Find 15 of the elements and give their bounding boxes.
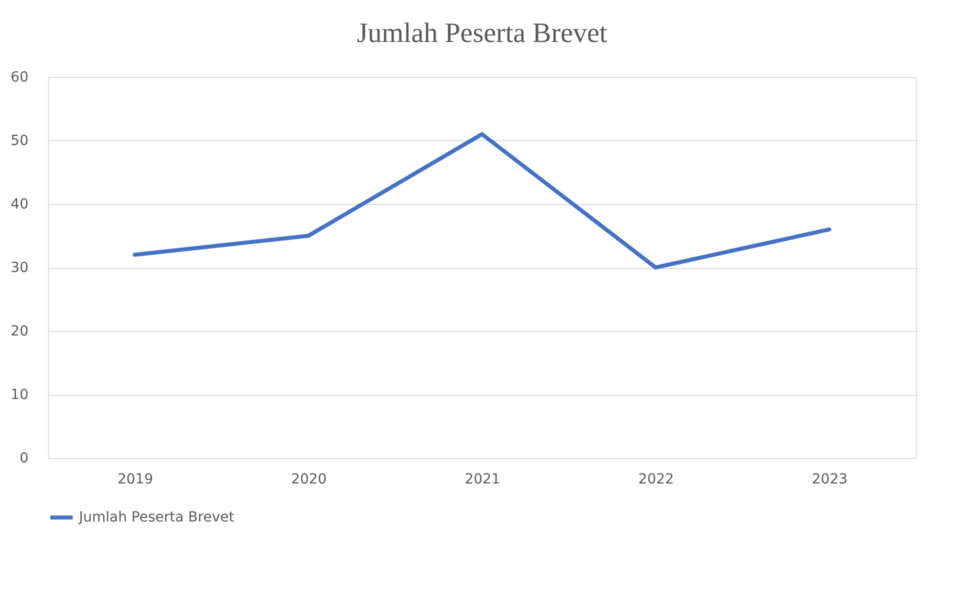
y-tick-label: 60 [10, 70, 28, 86]
line-series [132, 132, 832, 270]
x-tick-label: 2021 [464, 472, 500, 488]
y-tick-label: 20 [10, 324, 28, 340]
y-tick-label: 50 [10, 133, 28, 149]
y-tick-label: 0 [20, 450, 28, 466]
x-tick-label: 2019 [117, 472, 154, 488]
x-tick-label: 2020 [291, 472, 327, 488]
chart-title: Jumlah Peserta Brevet [356, 18, 608, 49]
y-tick-label: 10 [10, 387, 28, 403]
legend-label: Jumlah Peserta Brevet [78, 510, 235, 526]
y-tick-label: 30 [10, 260, 28, 276]
y-tick-label: 40 [10, 196, 28, 212]
x-tick-label: 2022 [638, 472, 674, 488]
x-tick-label: 2023 [812, 472, 848, 488]
